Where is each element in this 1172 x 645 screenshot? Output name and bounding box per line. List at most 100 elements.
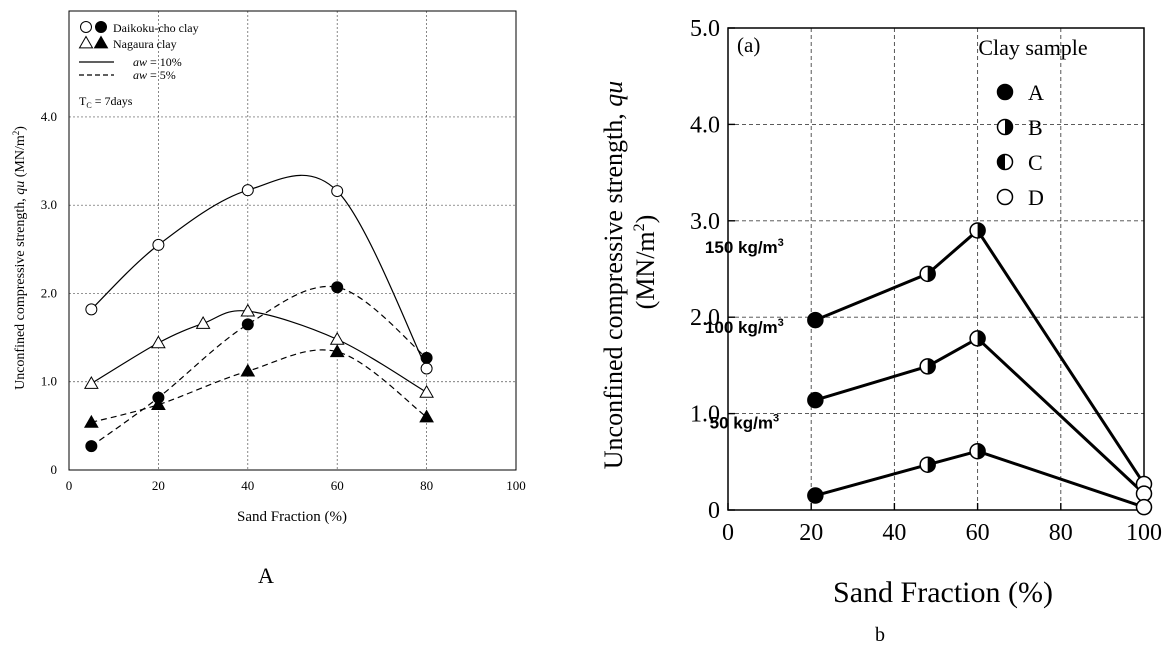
panel-b-x-tick-label: 60 <box>966 520 990 546</box>
panel-b-data-point <box>969 222 986 239</box>
panel-a-y-tick-label: 2.0 <box>41 285 57 300</box>
panel-a-legend-label: Daikoku-cho clay <box>113 21 199 35</box>
panel-b-legend-label: D <box>1028 185 1044 210</box>
panel-b-y-tick-label: 5.0 <box>690 16 720 42</box>
panel-a-legend-label: Nagaura clay <box>113 37 177 51</box>
panel-b-series-label: 50 kg/m3 <box>710 413 779 433</box>
panel-a-legend-marker <box>93 35 109 49</box>
panel-a-markers <box>83 184 434 453</box>
panel-a-y-tick-label: 4.0 <box>41 109 57 124</box>
panel-b-grid <box>727 27 1145 511</box>
panel-b-data-point <box>1135 498 1153 516</box>
panel-b-lines <box>814 228 1146 509</box>
panel-a-legend-marker <box>78 35 94 49</box>
panel-b-data-point <box>807 311 824 329</box>
panel-a-chart: 0 1.0 2.0 3.0 4.0 0 20 40 60 80 100 Daikoku-cho c… <box>11 10 526 588</box>
panel-b-y-tick-label: 0 <box>708 498 720 524</box>
panel-b-legend-label: A <box>1028 80 1044 105</box>
panel-a-data-point <box>420 351 433 364</box>
panel-a-data-point <box>151 335 166 349</box>
panel-b-legend-label: C <box>1028 150 1043 175</box>
panel-b-chart: 01.02.03.04.05.0 0 20 40 60 80 100 150 kg/m31… <box>599 16 1162 645</box>
panel-b-x-tick-label: 40 <box>882 520 906 546</box>
panel-b-data-point <box>919 358 936 375</box>
panel-b-series-line <box>814 449 1145 509</box>
panel-a-legend-marker <box>80 21 92 33</box>
panel-a-data-point <box>151 397 166 411</box>
panel-b-y-tick-label: 1.0 <box>690 402 720 428</box>
panel-a-plot-frame <box>68 10 517 471</box>
panel-b-y-axis-label-line2: (MN/m2) <box>631 215 660 310</box>
panel-b-data-point <box>969 442 986 460</box>
panel-b-plot-frame <box>727 27 1145 511</box>
panel-b-legend-marker <box>996 83 1014 101</box>
panel-b-x-tick-label: 80 <box>1049 520 1073 546</box>
panel-b-x-tick-label: 20 <box>799 520 823 546</box>
panel-a-data-point <box>85 440 98 453</box>
panel-b-legend-title: Clay sample <box>978 35 1087 60</box>
panel-b-x-tick-label: 0 <box>722 520 734 546</box>
panel-a-y-ticks: 0 1.0 2.0 3.0 4.0 <box>41 109 57 477</box>
panel-a-data-point <box>420 362 433 375</box>
panel-a-legend-note: TC = 7days <box>79 94 133 110</box>
panel-a-legend: Daikoku-cho clay Nagaura clay aw = 10%aw =… <box>78 21 199 110</box>
panel-a-y-tick-label: 1.0 <box>41 374 57 389</box>
panel-a-x-tick-label: 0 <box>66 478 73 493</box>
panel-b-x-ticks: 0 20 40 60 80 100 <box>722 520 1162 546</box>
panel-b-legend-label: B <box>1028 115 1043 140</box>
panel-a-data-point <box>152 238 165 251</box>
panel-a-x-ticks: 0 20 40 60 80 100 <box>66 478 526 493</box>
panel-a-legend-line-label: aw = 10% <box>133 55 182 69</box>
panel-a-data-point <box>85 303 98 316</box>
panel-b-series-line <box>814 336 1146 495</box>
panel-a-series-curve <box>91 310 427 393</box>
panel-a-legend-line-label: aw = 5% <box>133 68 176 82</box>
panel-a-x-tick-label: 40 <box>241 478 254 493</box>
panel-a-data-point <box>195 315 211 329</box>
panel-b-legend-marker <box>996 153 1014 171</box>
panel-b-label: (a) <box>737 33 760 57</box>
panel-b-y-ticks: 0 1.0 2.0 3.0 4.0 5.0 <box>690 16 720 524</box>
panel-b-data-point <box>807 391 824 409</box>
panel-a-curves <box>90 174 428 447</box>
panel-b-series-label: 150 kg/m3 <box>705 237 784 257</box>
panel-a-data-point <box>331 185 344 198</box>
panel-b-y-axis-label-line1: Unconfined compressive strength, qu <box>599 81 628 469</box>
panel-b-y-tick-label: 3.0 <box>690 209 720 235</box>
panel-a-legend-marker <box>95 21 107 33</box>
panel-b-x-axis-label: Sand Fraction (%) <box>833 576 1053 609</box>
panel-b-x-tick-label: 100 <box>1126 520 1162 546</box>
panel-a-y-tick-label: 0 <box>51 462 58 477</box>
panel-b-data-point <box>919 456 936 473</box>
panel-a-x-axis-label: Sand Fraction (%) <box>237 509 347 525</box>
panel-b-legend-marker <box>996 118 1014 136</box>
panel-b-y-tick-label: 2.0 <box>690 305 720 331</box>
panel-b-legend-marker <box>996 188 1014 206</box>
panel-a-data-point <box>241 318 254 331</box>
panel-b-series-line <box>814 228 1146 485</box>
panel-b-data-point <box>807 487 824 504</box>
panel-a-data-point <box>240 303 256 317</box>
panel-a-x-tick-label: 20 <box>152 478 165 493</box>
panel-a-y-tick-label: 3.0 <box>41 197 57 212</box>
panel-b-y-tick-label: 4.0 <box>690 112 720 138</box>
panel-b-markers <box>807 222 1153 516</box>
panel-a-data-point <box>241 184 254 197</box>
panel-a-y-axis-label: Unconfined compressive strength, qu (MN/… <box>11 126 28 390</box>
panel-a-data-point <box>240 363 256 377</box>
panel-b-caption: b <box>875 624 885 645</box>
panel-a-x-tick-label: 100 <box>506 478 526 493</box>
panel-a-series-curve <box>90 174 428 369</box>
panel-a-series-curve <box>90 285 427 447</box>
panel-a-data-point <box>83 414 99 428</box>
panel-a-data-point <box>83 375 99 389</box>
panel-b-series-label: 100 kg/m3 <box>705 317 784 337</box>
panel-b-series-labels: 150 kg/m3 100 kg/m3 50 kg/m3 <box>705 237 784 432</box>
panel-a-data-point <box>419 384 434 398</box>
panel-a-data-point <box>419 409 434 423</box>
panel-b-data-point <box>969 330 986 347</box>
panel-b-data-point <box>919 265 936 283</box>
panel-a-x-tick-label: 80 <box>420 478 433 493</box>
